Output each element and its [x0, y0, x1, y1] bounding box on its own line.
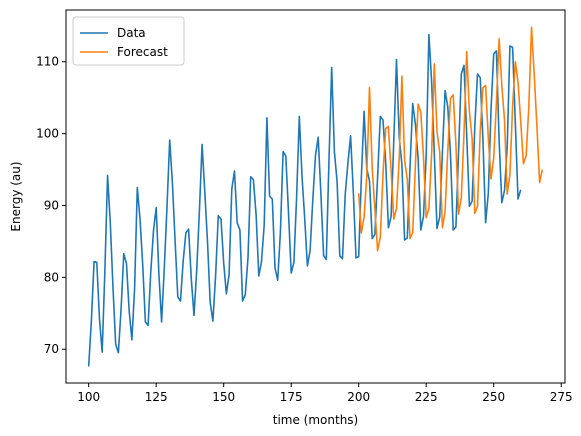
x-axis-label: time (months) [273, 413, 359, 427]
x-tick-label: 250 [482, 390, 505, 404]
series-line-forecast [357, 26, 544, 252]
x-tick-label: 225 [415, 390, 438, 404]
legend-box [72, 16, 185, 66]
y-tick-label: 100 [36, 127, 59, 141]
y-tick-label: 90 [44, 198, 59, 212]
x-tick-label: 100 [77, 390, 100, 404]
legend-label-forecast: Forecast [117, 45, 168, 59]
y-tick-label: 80 [44, 270, 59, 284]
x-tick-label: 200 [347, 390, 370, 404]
series-line-data [87, 33, 522, 367]
legend: Data Forecast [72, 16, 185, 66]
legend-label-data: Data [117, 26, 146, 40]
axes-frame [65, 9, 566, 384]
x-axis: 100 125 150 175 200 225 250 275 [77, 383, 573, 404]
x-tick-label: 275 [550, 390, 573, 404]
y-axis: 70 80 90 100 110 [36, 55, 66, 356]
y-tick-label: 110 [36, 55, 59, 69]
y-tick-label: 70 [44, 342, 59, 356]
x-tick-label: 150 [212, 390, 235, 404]
x-tick-label: 175 [280, 390, 303, 404]
plot-lines [87, 26, 544, 367]
y-axis-label: Energy (au) [9, 161, 23, 231]
x-tick-label: 125 [145, 390, 168, 404]
